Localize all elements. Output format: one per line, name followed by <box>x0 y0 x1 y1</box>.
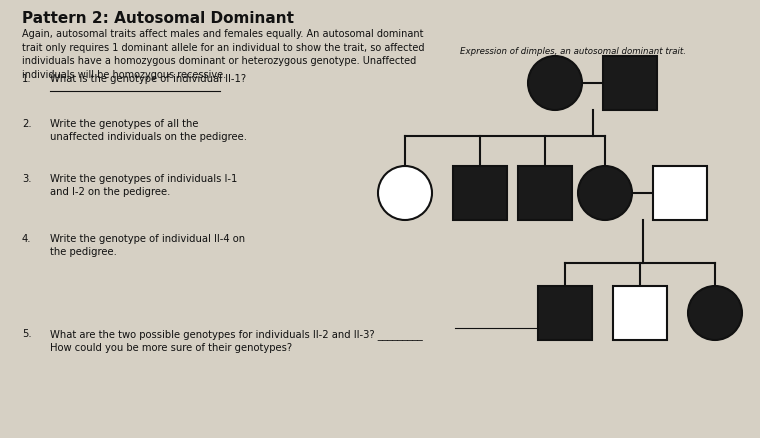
Text: Pattern 2: Autosomal Dominant: Pattern 2: Autosomal Dominant <box>22 11 294 26</box>
Text: Write the genotype of individual II-4 on
the pedigree.: Write the genotype of individual II-4 on… <box>50 233 245 257</box>
Bar <box>453 166 507 220</box>
Text: Write the genotypes of all the
unaffected individuals on the pedigree.: Write the genotypes of all the unaffecte… <box>50 119 247 142</box>
Text: What are the two possible genotypes for individuals II-2 and II-3? _________
How: What are the two possible genotypes for … <box>50 328 423 352</box>
Text: 4.: 4. <box>22 233 31 244</box>
Text: Expression of dimples, an autosomal dominant trait.: Expression of dimples, an autosomal domi… <box>460 47 686 56</box>
Bar <box>518 166 572 220</box>
Text: 2.: 2. <box>22 119 32 129</box>
Text: 1.: 1. <box>22 74 32 84</box>
Circle shape <box>578 166 632 220</box>
Text: 5.: 5. <box>22 328 32 338</box>
Text: What is the genotype of individual II-1?: What is the genotype of individual II-1? <box>50 74 246 84</box>
Bar <box>613 286 667 340</box>
Bar <box>653 166 707 220</box>
Bar <box>538 286 592 340</box>
Text: 3.: 3. <box>22 173 31 184</box>
Circle shape <box>378 166 432 220</box>
Text: Again, autosomal traits affect males and females equally. An autosomal dominant
: Again, autosomal traits affect males and… <box>22 29 425 80</box>
Text: Write the genotypes of individuals I-1
and I-2 on the pedigree.: Write the genotypes of individuals I-1 a… <box>50 173 237 197</box>
Circle shape <box>528 57 582 111</box>
Circle shape <box>688 286 742 340</box>
Bar <box>603 57 657 111</box>
